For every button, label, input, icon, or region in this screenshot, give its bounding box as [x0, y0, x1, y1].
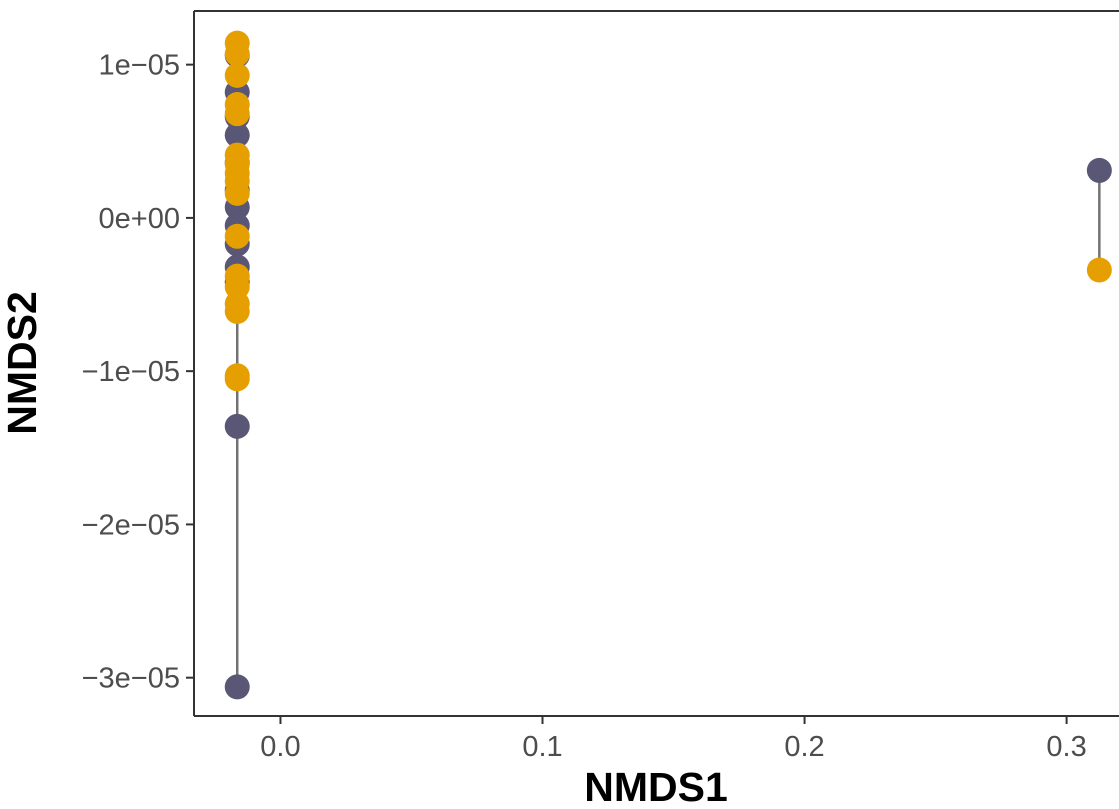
point-group_1-12: [224, 674, 250, 700]
y-tick-label-4: 1e−05: [99, 50, 180, 82]
point-group_2-14: [224, 298, 250, 324]
y-axis-ticks: −3e−05 −2e−05 −1e−05 0e+00 1e−05: [82, 50, 194, 695]
point-group_2-17: [1086, 257, 1112, 283]
point-group_1-13: [1086, 157, 1112, 183]
x-tick-label-1: 0.1: [522, 731, 562, 763]
plot-panel: [194, 11, 1119, 716]
point-group_1-3: [224, 122, 250, 148]
y-axis-title: NMDS2: [0, 291, 45, 435]
point-group_2-1: [224, 41, 250, 67]
point-group_2-16: [224, 363, 250, 389]
x-axis-ticks: 0.0 0.1 0.2 0.3: [260, 716, 1087, 763]
y-tick-label-3: 0e+00: [99, 203, 180, 235]
point-group_1-11: [224, 413, 250, 439]
y-tick-label-0: −3e−05: [82, 663, 180, 695]
points-layer: [224, 30, 1112, 700]
point-group_2-9: [224, 180, 250, 206]
point-group_2-4: [224, 101, 250, 127]
x-tick-label-3: 0.3: [1046, 731, 1086, 763]
x-tick-label-2: 0.2: [784, 731, 824, 763]
y-tick-label-1: −2e−05: [82, 509, 180, 541]
x-axis-title: NMDS1: [584, 764, 728, 809]
y-tick-label-2: −1e−05: [82, 356, 180, 388]
point-group_2-2: [224, 62, 250, 88]
x-tick-label-0: 0.0: [260, 731, 300, 763]
point-group_2-10: [224, 223, 250, 249]
